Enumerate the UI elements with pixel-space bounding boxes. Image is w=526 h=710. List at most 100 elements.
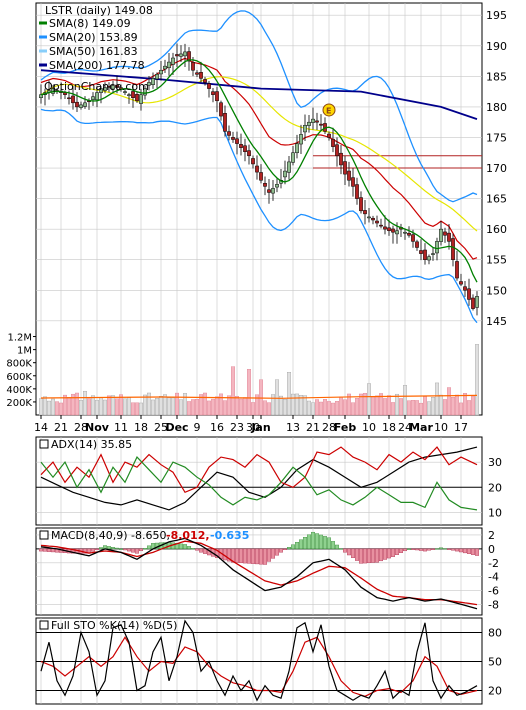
price-candle [311, 118, 315, 123]
volume-bar [439, 394, 444, 416]
price-candle [339, 152, 343, 166]
legend-entry: SMA(20) 153.89 [49, 31, 138, 44]
date-tick-label: Feb [334, 421, 357, 434]
price-candle [375, 220, 379, 224]
macd-histogram-bar [315, 533, 320, 550]
volume-bar [126, 397, 131, 416]
price-candle [167, 61, 171, 69]
macd-histogram-bar [242, 548, 247, 564]
sma-yellow-line [40, 76, 478, 232]
volume-bar [387, 395, 392, 416]
price-candle [419, 250, 423, 254]
volume-bar [459, 402, 464, 416]
macd-histogram-bar [178, 543, 183, 550]
volume-bar [102, 399, 107, 416]
macd-title: MACD(8,40,9) -8.650, [51, 529, 170, 542]
price-candle [127, 94, 131, 96]
macd-histogram-bar [467, 548, 472, 554]
volume-bar [359, 393, 364, 416]
volume-bar [106, 395, 111, 416]
volume-bar [178, 399, 183, 416]
legend-entry: SMA(50) 161.83 [49, 45, 138, 58]
price-candle [447, 232, 451, 242]
price-candle [299, 134, 303, 145]
macd-histogram-bar [82, 548, 87, 554]
price-tick-label: 185 [486, 70, 507, 83]
price-candle [319, 123, 323, 126]
price-candle [471, 297, 475, 309]
volume-bar [78, 399, 83, 416]
macd-histogram-bar [359, 548, 364, 564]
volume-bar [471, 396, 476, 416]
volume-bar [391, 402, 396, 416]
adx-series-line [40, 446, 478, 494]
sma200-line [40, 69, 478, 120]
price-candle [151, 78, 155, 85]
volume-bar [303, 395, 308, 416]
macd-line [40, 537, 478, 610]
price-candle [91, 96, 95, 100]
price-candle [347, 170, 351, 181]
price-candle [155, 74, 159, 80]
macd-histogram-bar [106, 546, 111, 550]
macd-histogram-bar [51, 548, 56, 553]
macd-histogram-bar [267, 548, 272, 562]
stochastic-title: Full STO %K(14) %D(5) [51, 619, 177, 632]
volume-bar [443, 399, 448, 416]
adx-tick-label: 30 [488, 456, 502, 469]
price-candle [171, 57, 175, 65]
macd-tick-label: -6 [488, 585, 499, 598]
macd-histogram-bar [463, 548, 468, 554]
volume-bar [182, 393, 187, 416]
macd-histogram-bar [447, 548, 452, 550]
volume-bar [283, 399, 288, 416]
indicator-checkbox [39, 530, 49, 540]
macd-histogram-bar [307, 534, 312, 550]
volume-bar [218, 393, 223, 416]
volume-bar [202, 392, 207, 416]
price-candle [475, 296, 479, 308]
volume-tick-label: 1M [17, 346, 32, 357]
price-candle [179, 53, 183, 57]
macd-histogram-bar [134, 548, 139, 554]
price-candle [435, 241, 439, 254]
volume-bar [367, 383, 372, 416]
volume-tick-label: 600K [6, 372, 32, 383]
macd-histogram-bar [283, 548, 288, 550]
price-candle [203, 79, 207, 83]
volume-bar [379, 393, 384, 416]
macd-histogram-bar [339, 548, 344, 550]
volume-bar [383, 398, 388, 416]
volume-bar [254, 394, 259, 416]
volume-bar [275, 379, 280, 416]
watermark: OptionChance.com [44, 80, 149, 93]
date-tick-label: 21 [306, 421, 320, 434]
volume-bar [427, 401, 432, 416]
price-candle [271, 188, 275, 194]
price-tick-label: 180 [486, 101, 507, 114]
volume-bar [51, 398, 56, 416]
date-tick-label: 21 [54, 421, 68, 434]
adx-series-line [40, 456, 478, 511]
volume-bar [198, 394, 203, 416]
volume-bar [431, 397, 436, 416]
macd-histogram-bar [114, 547, 119, 550]
volume-bar [114, 398, 119, 416]
date-tick-label: 10 [434, 421, 448, 434]
volume-bar [319, 401, 324, 416]
macd-histogram-bar [415, 548, 420, 551]
macd-histogram-bar [295, 541, 300, 550]
macd-histogram-bar [250, 548, 255, 564]
macd-histogram-bar [186, 546, 191, 550]
price-candle [191, 62, 195, 71]
date-tick-label: 18 [134, 421, 148, 434]
price-candle [387, 227, 391, 231]
macd-histogram-bar [347, 548, 352, 556]
price-candle [283, 170, 287, 178]
macd-histogram-bar [47, 548, 52, 552]
macd-tick-label: -8 [488, 599, 499, 612]
volume-bar [475, 344, 480, 416]
macd-histogram-bar [70, 548, 75, 554]
price-candle [259, 172, 263, 181]
